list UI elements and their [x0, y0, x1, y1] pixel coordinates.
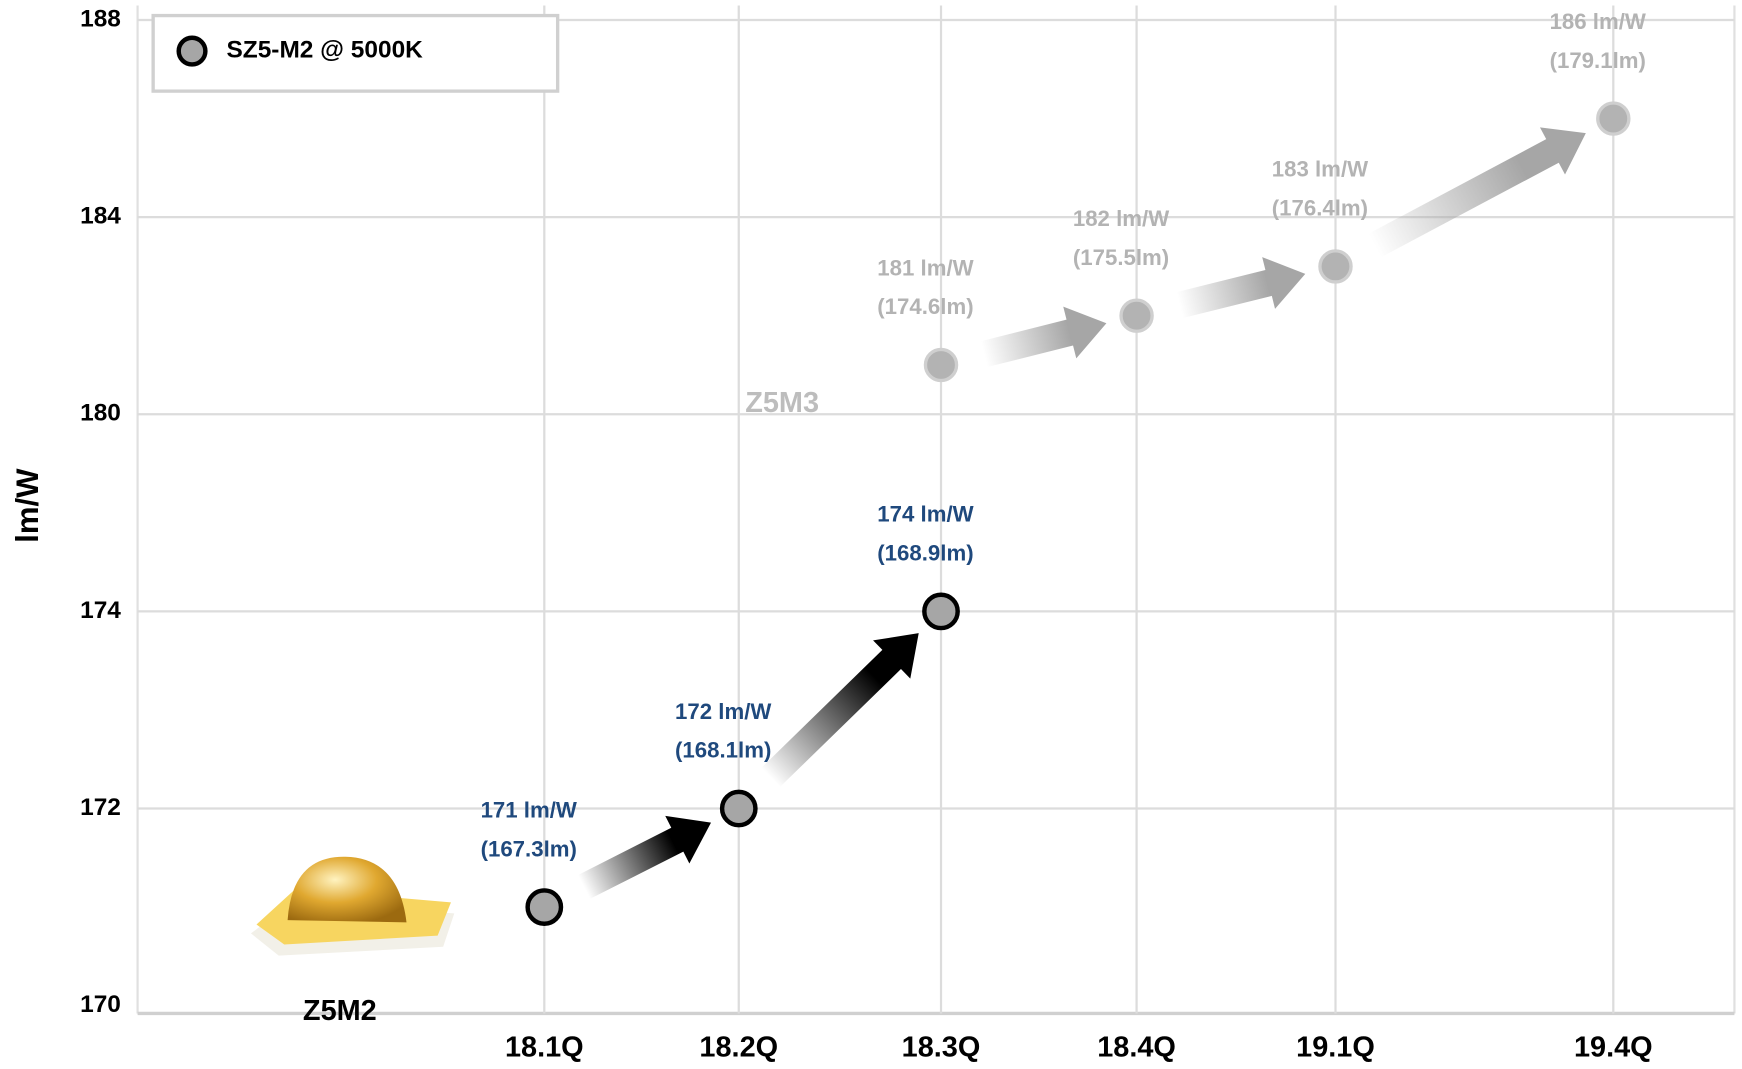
data-point [1318, 249, 1353, 284]
lumen-label: (174.6lm) [877, 294, 973, 319]
lumen-label: (167.3lm) [481, 836, 577, 861]
x-tick-label: 18.3Q [902, 1032, 981, 1064]
x-tick-label: 18.1Q [505, 1032, 584, 1064]
arrow [1368, 127, 1586, 258]
y-tick-label: 172 [80, 794, 121, 821]
x-tick-label: 18.2Q [699, 1032, 778, 1064]
lumen-label: (168.9lm) [877, 541, 973, 566]
data-point [1119, 298, 1154, 333]
y-tick-label: 180 [80, 400, 121, 427]
data-label: 181 lm/W [877, 255, 973, 280]
y-tick-label: 170 [80, 991, 121, 1018]
data-point [1596, 101, 1631, 136]
legend-label: SZ5-M2 @ 5000K [226, 37, 423, 64]
lumen-label: (168.1lm) [675, 738, 771, 763]
legend-marker [176, 35, 208, 67]
lumen-label: (176.4lm) [1272, 196, 1368, 221]
data-label: 182 lm/W [1073, 206, 1169, 231]
led-image [250, 856, 455, 956]
data-point [922, 592, 960, 631]
data-label: 183 lm/W [1272, 157, 1368, 182]
arrow [1176, 257, 1306, 318]
series-label: Z5M3 [745, 387, 819, 419]
legend-box [151, 13, 560, 93]
x-tick-label: 18.4Q [1097, 1032, 1176, 1064]
y-tick-label: 188 [80, 5, 121, 32]
x-tick-label: 19.1Q [1296, 1032, 1375, 1064]
y-tick-label: 184 [80, 203, 121, 230]
data-label: 186 lm/W [1550, 9, 1646, 34]
data-point [923, 347, 959, 383]
data-point [719, 789, 758, 828]
led-dome [287, 856, 407, 923]
data-point [525, 888, 564, 926]
data-label: 171 lm/W [481, 797, 577, 822]
lumen-label: (175.5lm) [1073, 245, 1169, 270]
x-tick-label: 19.4Q [1574, 1032, 1653, 1064]
data-label: 174 lm/W [877, 502, 973, 527]
lumen-label: (179.1lm) [1550, 48, 1646, 73]
series-label: Z5M2 [303, 995, 377, 1027]
arrow [577, 815, 712, 899]
arrow [980, 306, 1107, 368]
arrow [761, 633, 919, 788]
y-tick-label: 174 [80, 597, 121, 624]
y-axis-label: lm/W [10, 468, 45, 543]
data-label: 172 lm/W [675, 699, 771, 724]
